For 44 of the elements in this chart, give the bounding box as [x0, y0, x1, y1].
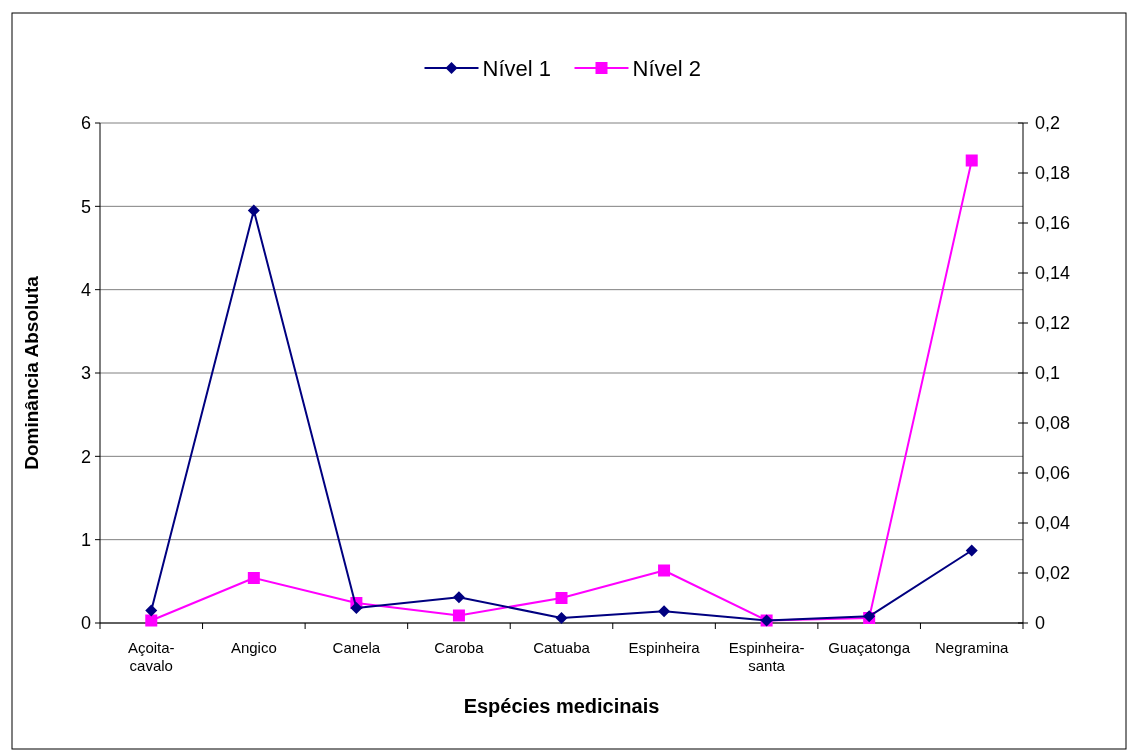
point	[145, 614, 158, 627]
point	[452, 609, 465, 622]
x-tick-label: Espinheira- santa	[728, 639, 805, 674]
y-tick-label: 4	[80, 279, 91, 300]
y2-tick-label: 0,14	[1035, 263, 1071, 284]
point	[247, 204, 260, 217]
point	[658, 564, 671, 577]
y2-tick-label: 0,18	[1035, 163, 1071, 184]
x-tick-label: Angico	[230, 639, 277, 656]
point	[452, 591, 465, 604]
y2-tick-label: 0	[1035, 613, 1046, 634]
x-tick-label: Guaçatonga	[828, 639, 911, 656]
y2-tick-label: 0,06	[1035, 463, 1071, 484]
point	[555, 592, 568, 604]
y-tick-label: 0	[80, 613, 91, 634]
y-tick-label: 1	[80, 529, 91, 550]
x-tick-label: Açoita- cavalo	[127, 639, 175, 674]
x-tick-label: Canela	[332, 639, 381, 656]
point	[145, 604, 158, 617]
point	[965, 544, 978, 557]
y2-tick-label: 0,08	[1035, 413, 1071, 434]
y-tick-label: 2	[80, 446, 91, 467]
legend-label: Nível 2	[632, 55, 701, 81]
point	[350, 602, 363, 614]
y-tick-label: 6	[80, 113, 91, 134]
x-tick-label: Caroba	[434, 639, 485, 656]
legend-label: Nível 1	[482, 55, 551, 81]
y2-tick-label: 0,04	[1035, 513, 1071, 534]
x-axis-title: Espécies medicinais	[463, 695, 660, 717]
x-tick-label: Espinheira	[628, 639, 701, 656]
y2-tick-label: 0,2	[1035, 113, 1061, 134]
y-tick-label: 5	[80, 196, 91, 217]
point	[555, 612, 568, 624]
y2-tick-label: 0,16	[1035, 213, 1071, 234]
x-tick-label: Catuaba	[533, 639, 591, 656]
y-axis-title: Dominância Absoluta	[21, 275, 42, 470]
y2-tick-label: 0,02	[1035, 563, 1071, 584]
point	[658, 605, 671, 618]
y-tick-label: 3	[80, 363, 91, 384]
x-tick-label: Negramina	[935, 639, 1010, 656]
y2-tick-label: 0,12	[1035, 313, 1071, 334]
y2-tick-label: 0,1	[1035, 363, 1061, 384]
point	[965, 154, 978, 167]
point	[247, 572, 260, 584]
